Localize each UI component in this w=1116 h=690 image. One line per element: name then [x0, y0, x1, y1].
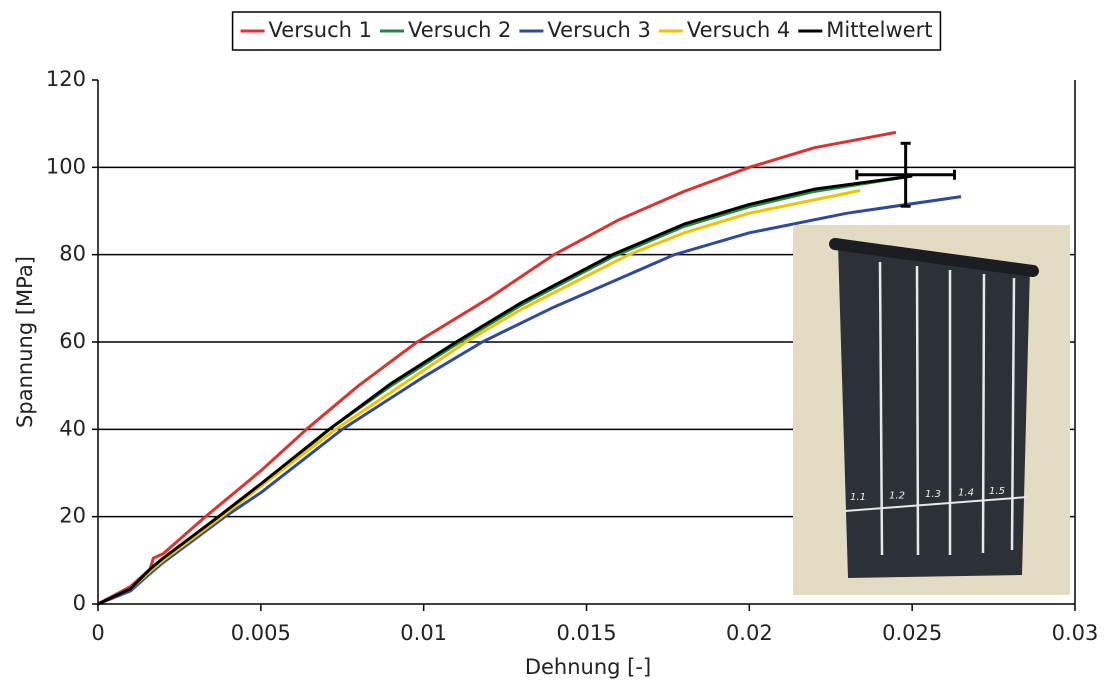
y-axis-label: Spannung [MPa] — [13, 256, 37, 428]
plate — [838, 244, 1030, 578]
y-tick-label: 120 — [46, 67, 86, 91]
series-line — [97, 189, 861, 606]
photo-label: 1.5 — [989, 486, 1005, 497]
y-tick-label: 60 — [59, 329, 86, 353]
inset-photo — [793, 225, 1070, 595]
x-tick-label: 0 — [91, 621, 104, 645]
x-axis-label: Dehnung [-] — [525, 655, 651, 679]
photo-label: 1.3 — [925, 489, 941, 500]
legend-label: Versuch 2 — [408, 18, 511, 42]
x-tick-label: 0.03 — [1052, 621, 1099, 645]
legend-label: Versuch 1 — [269, 18, 372, 42]
legend-box — [231, 11, 942, 51]
photo-label: 1.4 — [958, 488, 974, 499]
series-line — [97, 174, 913, 606]
y-tick-label: 80 — [59, 242, 86, 266]
legend-label: Versuch 3 — [547, 18, 650, 42]
photo-label: 1.2 — [889, 491, 905, 502]
x-tick-label: 0.005 — [231, 621, 291, 645]
x-tick-label: 0.01 — [400, 621, 447, 645]
photo-label: 1.1 — [850, 492, 866, 503]
plate-lines — [844, 261, 1029, 556]
x-tick-label: 0.025 — [882, 621, 942, 645]
y-tick-label: 20 — [59, 504, 86, 528]
series-line — [97, 130, 897, 606]
y-tick-label: 0 — [73, 591, 86, 615]
y-tick-label: 100 — [46, 154, 86, 178]
x-tick-label: 0.02 — [726, 621, 773, 645]
series-line — [97, 195, 962, 606]
x-tick-label: 0.015 — [556, 621, 616, 645]
series-line — [97, 174, 913, 606]
legend-label: Mittelwert — [826, 18, 932, 42]
legend-label: Versuch 4 — [687, 18, 790, 42]
y-tick-label: 40 — [59, 416, 86, 440]
plate-rod — [829, 238, 1039, 277]
